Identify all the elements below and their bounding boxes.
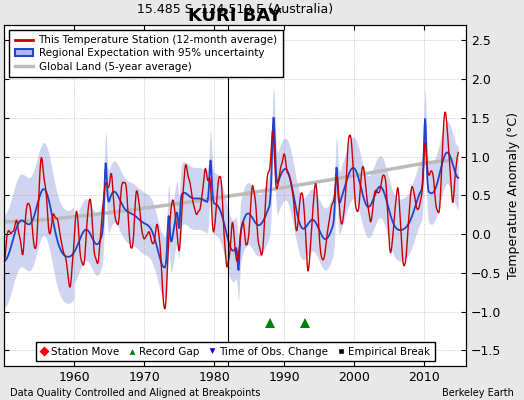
Text: 15.485 S, 124.519 E (Australia): 15.485 S, 124.519 E (Australia) — [137, 3, 333, 16]
Legend: Station Move, Record Gap, Time of Obs. Change, Empirical Break: Station Move, Record Gap, Time of Obs. C… — [36, 342, 434, 361]
Text: Data Quality Controlled and Aligned at Breakpoints: Data Quality Controlled and Aligned at B… — [10, 388, 261, 398]
Text: Berkeley Earth: Berkeley Earth — [442, 388, 514, 398]
Y-axis label: Temperature Anomaly (°C): Temperature Anomaly (°C) — [507, 112, 520, 279]
Title: KURI BAY: KURI BAY — [188, 7, 282, 25]
